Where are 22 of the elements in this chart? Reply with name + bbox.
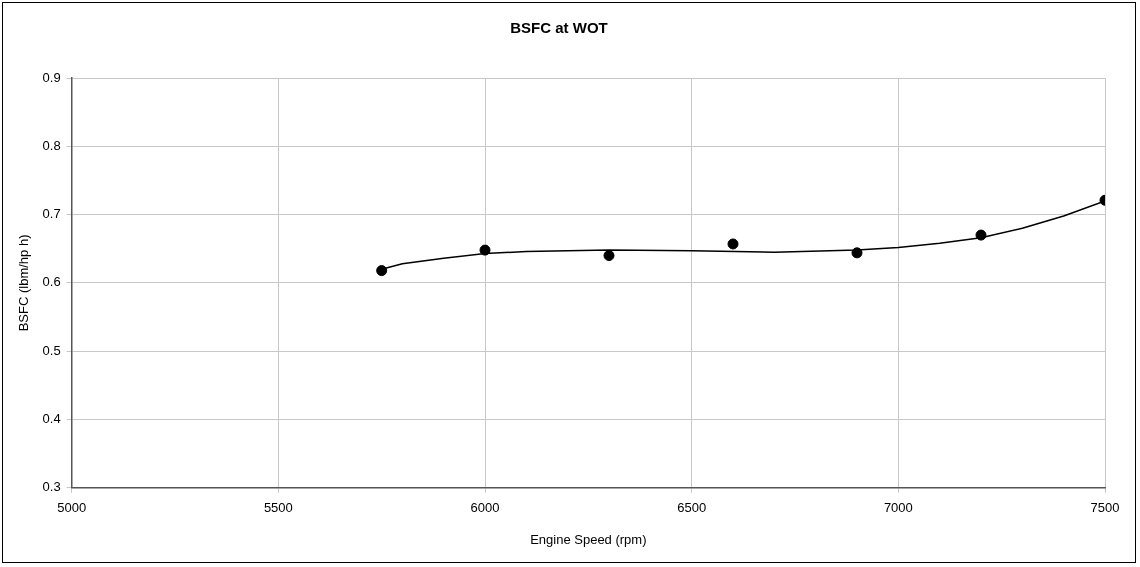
point (851, 247, 863, 259)
point (479, 244, 491, 256)
x-tick-label: 5000 (57, 500, 87, 516)
point (727, 238, 739, 250)
x-tick-label: 6500 (677, 500, 707, 516)
x-tick-label: 7000 (883, 500, 913, 516)
x-axis-title: Engine Speed (rpm) (530, 531, 647, 547)
y-tick-label: 0.9 (42, 69, 61, 85)
x-tick-label: 5500 (263, 500, 293, 516)
point (975, 229, 987, 241)
point (603, 250, 615, 262)
x-tick-label: 7500 (1090, 500, 1120, 516)
chart-title: BSFC at WOT (510, 19, 608, 37)
y-tick-label: 0.6 (42, 274, 61, 290)
y-tick-label: 0.8 (42, 137, 61, 153)
y-tick-label: 0.5 (42, 342, 61, 358)
x-tick-label: 6000 (470, 500, 500, 516)
y-tick-label: 0.7 (42, 206, 61, 222)
point (376, 265, 388, 277)
y-axis-title: BSFC (lbm/hp h) (16, 234, 32, 332)
y-tick-label: 0.3 (42, 479, 61, 495)
y-tick-label: 0.4 (42, 411, 61, 427)
